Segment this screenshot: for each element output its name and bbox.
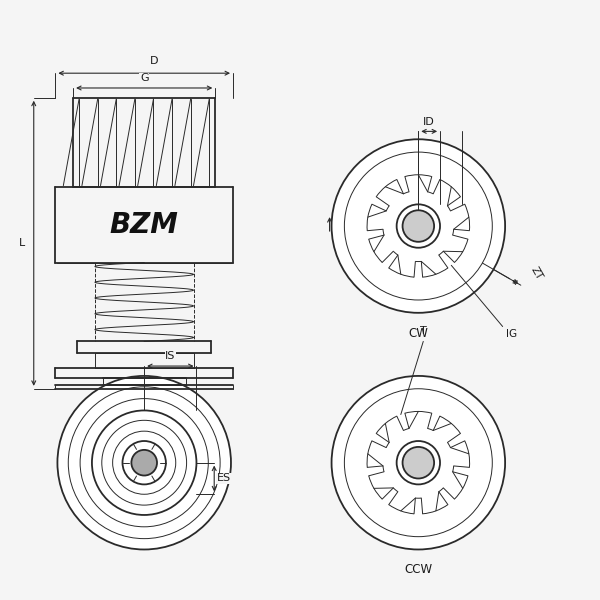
Circle shape <box>403 210 434 242</box>
Text: CW: CW <box>409 326 428 340</box>
Text: L: L <box>19 238 25 248</box>
Circle shape <box>131 450 157 476</box>
Text: IG: IG <box>506 329 517 340</box>
Circle shape <box>332 376 505 550</box>
Text: D: D <box>150 56 158 67</box>
Text: ES: ES <box>217 473 231 484</box>
Text: G: G <box>140 73 149 83</box>
Text: ZT: ZT <box>529 265 544 281</box>
Text: ID: ID <box>424 116 435 127</box>
Text: IS: IS <box>165 351 176 361</box>
Circle shape <box>403 447 434 478</box>
Text: T: T <box>420 325 427 335</box>
Text: CCW: CCW <box>404 563 433 576</box>
Text: BZM: BZM <box>110 211 179 239</box>
Circle shape <box>332 139 505 313</box>
Circle shape <box>58 376 231 550</box>
